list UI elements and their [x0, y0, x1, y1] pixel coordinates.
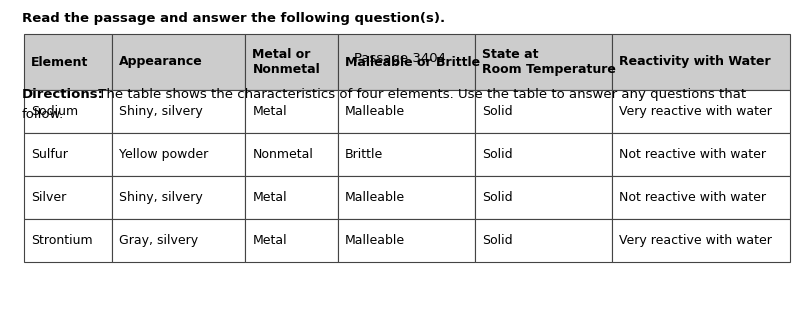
Text: Metal or
Nonmetal: Metal or Nonmetal — [253, 48, 320, 76]
Text: Brittle: Brittle — [345, 148, 383, 161]
Bar — [338, 219, 475, 262]
Bar — [112, 34, 246, 90]
Text: Gray, silvery: Gray, silvery — [119, 234, 198, 247]
Bar — [24, 176, 112, 219]
Text: Very reactive with water: Very reactive with water — [618, 234, 772, 247]
Text: Solid: Solid — [482, 105, 513, 118]
Text: Metal: Metal — [253, 105, 287, 118]
Bar — [112, 133, 246, 176]
Bar — [475, 34, 612, 90]
Bar — [612, 176, 790, 219]
Bar — [475, 219, 612, 262]
Bar — [612, 34, 790, 90]
Bar — [24, 90, 112, 133]
Text: follow.: follow. — [22, 108, 64, 121]
Bar — [112, 219, 246, 262]
Text: The table shows the characteristics of four elements. Use the table to answer an: The table shows the characteristics of f… — [94, 88, 746, 101]
Text: Metal: Metal — [253, 191, 287, 204]
Text: Solid: Solid — [482, 148, 513, 161]
Text: Solid: Solid — [482, 234, 513, 247]
Text: Read the passage and answer the following question(s).: Read the passage and answer the followin… — [22, 12, 445, 25]
Bar — [24, 219, 112, 262]
Bar — [24, 133, 112, 176]
Bar — [338, 133, 475, 176]
Bar — [475, 90, 612, 133]
Text: Malleable: Malleable — [345, 105, 406, 118]
Text: Shiny, silvery: Shiny, silvery — [119, 105, 203, 118]
Bar — [612, 133, 790, 176]
Text: State at
Room Temperature: State at Room Temperature — [482, 48, 616, 76]
Bar — [112, 176, 246, 219]
Bar — [246, 133, 338, 176]
Bar — [338, 90, 475, 133]
Text: Directions:: Directions: — [22, 88, 104, 101]
Text: Not reactive with water: Not reactive with water — [618, 191, 766, 204]
Text: Metal: Metal — [253, 234, 287, 247]
Text: Element: Element — [31, 55, 88, 69]
Text: Nonmetal: Nonmetal — [253, 148, 314, 161]
Text: Appearance: Appearance — [119, 55, 203, 69]
Bar — [246, 34, 338, 90]
Bar — [338, 176, 475, 219]
Bar — [246, 90, 338, 133]
Text: Sodium: Sodium — [31, 105, 78, 118]
Text: Strontium: Strontium — [31, 234, 93, 247]
Text: Sulfur: Sulfur — [31, 148, 68, 161]
Text: Not reactive with water: Not reactive with water — [618, 148, 766, 161]
Bar — [612, 90, 790, 133]
Bar — [246, 176, 338, 219]
Text: Reactivity with Water: Reactivity with Water — [618, 55, 770, 69]
Text: Yellow powder: Yellow powder — [119, 148, 209, 161]
Text: Malleable or Brittle: Malleable or Brittle — [345, 55, 480, 69]
Text: Passage 3404: Passage 3404 — [354, 52, 446, 65]
Bar — [112, 90, 246, 133]
Text: Malleable: Malleable — [345, 191, 406, 204]
Bar — [475, 176, 612, 219]
Text: Silver: Silver — [31, 191, 66, 204]
Text: Very reactive with water: Very reactive with water — [618, 105, 772, 118]
Text: Malleable: Malleable — [345, 234, 406, 247]
Bar — [338, 34, 475, 90]
Bar — [475, 133, 612, 176]
Bar — [612, 219, 790, 262]
Text: Solid: Solid — [482, 191, 513, 204]
Bar — [246, 219, 338, 262]
Text: Shiny, silvery: Shiny, silvery — [119, 191, 203, 204]
Bar — [24, 34, 112, 90]
